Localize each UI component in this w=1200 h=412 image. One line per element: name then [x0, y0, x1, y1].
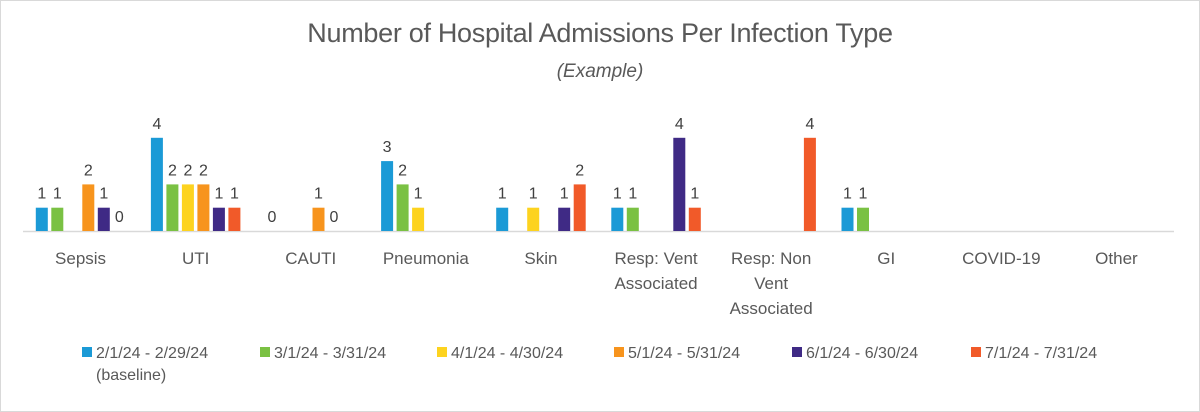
- data-label: 1: [613, 186, 622, 203]
- legend-item: 3/1/24 - 3/31/24: [260, 343, 386, 365]
- data-label: 1: [214, 186, 223, 203]
- bar: [803, 137, 816, 231]
- data-label: 1: [53, 186, 62, 203]
- data-label: 2: [168, 162, 177, 179]
- data-label: 1: [690, 186, 699, 203]
- x-tick-label: COVID-19: [962, 249, 1040, 268]
- data-label: 1: [628, 186, 637, 203]
- bar: [496, 207, 509, 231]
- bar: [166, 184, 179, 231]
- data-label: 2: [183, 162, 192, 179]
- legend-label: 3/1/24 - 3/31/24: [274, 345, 387, 362]
- legend-swatch: [614, 347, 624, 357]
- x-tick-label: Resp: Vent: [614, 249, 697, 268]
- legend-swatch: [792, 347, 802, 357]
- bar: [228, 207, 241, 231]
- legend-swatch: [971, 347, 981, 357]
- bar: [673, 137, 686, 231]
- bar: [688, 207, 701, 231]
- bar: [35, 207, 48, 231]
- data-label: 1: [314, 186, 323, 203]
- data-label: 1: [859, 186, 868, 203]
- bar: [841, 207, 854, 231]
- data-label: 1: [529, 186, 538, 203]
- data-label: 0: [115, 209, 124, 226]
- legend-item: 4/1/24 - 4/30/24: [437, 343, 563, 365]
- legend-swatch: [82, 347, 92, 357]
- legend-item: 7/1/24 - 7/31/24: [971, 343, 1097, 365]
- x-tick-label: Vent: [754, 274, 788, 293]
- data-label: 2: [575, 162, 584, 179]
- legend-item: 5/1/24 - 5/31/24: [614, 343, 740, 365]
- data-label: 4: [152, 116, 161, 133]
- bar: [573, 184, 586, 231]
- bar: [857, 207, 869, 231]
- bar: [97, 207, 110, 231]
- x-tick-label: Resp: Non: [731, 249, 811, 268]
- bar: [396, 184, 409, 231]
- legend-swatch: [437, 347, 447, 357]
- data-label: 4: [805, 116, 814, 133]
- legend-label: 6/1/24 - 6/30/24: [806, 345, 919, 362]
- bar: [611, 207, 624, 231]
- x-tick-label: Associated: [614, 274, 697, 293]
- data-label: 4: [675, 116, 684, 133]
- bar: [381, 161, 394, 231]
- bar: [212, 207, 225, 231]
- data-label: 1: [230, 186, 239, 203]
- data-label: 1: [560, 186, 569, 203]
- bar: [181, 184, 194, 231]
- legend-sublabel: (baseline): [96, 367, 167, 384]
- bar: [527, 207, 540, 231]
- data-label: 1: [99, 186, 108, 203]
- data-label: 0: [268, 209, 277, 226]
- bar: [312, 207, 325, 231]
- bar: [51, 207, 64, 231]
- bar: [82, 184, 95, 231]
- data-label: 2: [84, 162, 93, 179]
- legend-item: 2/1/24 - 2/29/24 (baseline): [82, 343, 208, 387]
- x-tick-label: Sepsis: [55, 249, 106, 268]
- data-label: 0: [330, 209, 339, 226]
- x-tick-label: Other: [1095, 249, 1138, 268]
- x-tick-label: Skin: [524, 249, 557, 268]
- legend-label: 7/1/24 - 7/31/24: [985, 345, 1098, 362]
- data-label: 2: [199, 162, 208, 179]
- chart-title: Number of Hospital Admissions Per Infect…: [307, 18, 893, 48]
- data-label: 1: [498, 186, 507, 203]
- legend-label: 4/1/24 - 4/30/24: [451, 345, 564, 362]
- x-tick-label: Associated: [730, 299, 813, 318]
- data-label: 1: [843, 186, 852, 203]
- x-tick-label: GI: [877, 249, 895, 268]
- bar: [150, 137, 163, 231]
- legend-label: 2/1/24 - 2/29/24: [96, 345, 209, 362]
- data-label: 1: [414, 186, 423, 203]
- chart-subtitle: (Example): [556, 61, 644, 82]
- x-tick-label: CAUTI: [285, 249, 336, 268]
- legend-swatch: [260, 347, 270, 357]
- legend-label: 5/1/24 - 5/31/24: [628, 345, 741, 362]
- bar: [626, 207, 639, 231]
- data-label: 2: [398, 162, 407, 179]
- x-tick-label: Pneumonia: [383, 249, 470, 268]
- bar: [412, 207, 425, 231]
- data-label: 1: [37, 186, 46, 203]
- data-label: 3: [383, 139, 392, 156]
- bar: [558, 207, 571, 231]
- legend-item: 6/1/24 - 6/30/24: [792, 343, 918, 365]
- bar: [197, 184, 210, 231]
- x-tick-label: UTI: [182, 249, 209, 268]
